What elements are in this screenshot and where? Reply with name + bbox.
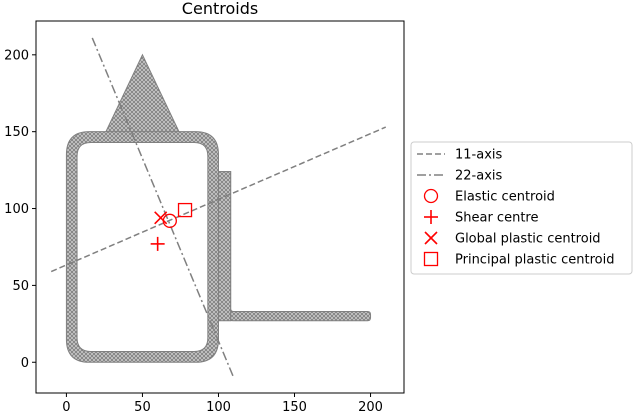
y-tick-label: 0 (21, 356, 29, 371)
22-axis-line (91, 37, 235, 378)
centroid-markers (150, 202, 193, 251)
legend-entry-22-axis: 22-axis (417, 169, 503, 184)
chart-title: Centroids (182, 0, 258, 18)
y-axis: 0 50 100 150 200 (4, 48, 36, 371)
axis-lines (50, 37, 387, 378)
legend-entry-11-axis: 11-axis (417, 148, 503, 163)
legend-handle (423, 188, 439, 204)
y-tick-label: 200 (4, 48, 29, 63)
legend-label: 22-axis (455, 169, 503, 184)
section-mesh (65, 53, 372, 363)
x-tick-label: 150 (282, 400, 307, 413)
x-tick-label: 200 (358, 400, 383, 413)
legend: 11-axis 22-axis Elastic centroid Shear cent… (410, 141, 633, 275)
triangle-section-mesh (103, 53, 182, 136)
legend-label: Principal plastic centroid (455, 253, 614, 268)
legend-entry-shear-centre: Shear centre (424, 210, 538, 226)
x-tick-label: 0 (62, 400, 70, 413)
rhs-section-mesh (65, 131, 219, 363)
y-tick-label: 150 (4, 125, 29, 140)
legend-handle (423, 251, 439, 267)
legend-label: Global plastic centroid (455, 232, 601, 247)
legend-entry-principal-plastic-centroid: Principal plastic centroid (423, 251, 614, 268)
shear-centre-marker (150, 236, 165, 251)
legend-frame (410, 141, 633, 275)
legend-label: Elastic centroid (455, 190, 555, 205)
legend-entry-elastic-centroid: Elastic centroid (423, 188, 555, 205)
legend-entry-global-plastic-centroid: Global plastic centroid (424, 231, 601, 247)
legend-handle (424, 210, 438, 224)
legend-handle (424, 231, 438, 245)
angle-section-mesh (213, 171, 372, 322)
y-tick-label: 50 (12, 279, 29, 294)
global-plastic-centroid-marker (154, 211, 168, 225)
x-tick-label: 100 (206, 400, 231, 413)
y-tick-label: 100 (4, 202, 29, 217)
plot-frame (35, 20, 405, 394)
11-axis-line (50, 126, 387, 273)
legend-label: 11-axis (455, 148, 503, 163)
legend-label: Shear centre (455, 211, 538, 226)
angle-web-mesh (216, 171, 232, 322)
x-tick-label: 50 (134, 400, 151, 413)
x-axis: 0 50 100 150 200 (62, 393, 383, 413)
principal-plastic-centroid-marker (177, 202, 193, 218)
